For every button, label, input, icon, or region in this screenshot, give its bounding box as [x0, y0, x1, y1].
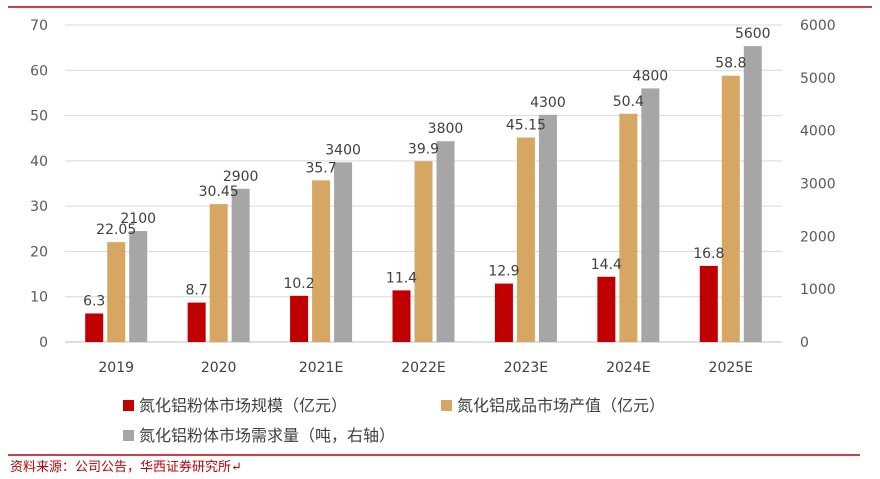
bar-product-value — [721, 75, 740, 342]
bar-powder-market — [85, 313, 104, 342]
left-axis-tick-label: 10 — [30, 290, 48, 306]
left-axis-ticks: 0 10 20 30 40 50 60 70 — [30, 18, 48, 351]
category-label: 2019 — [98, 360, 134, 376]
bar-product-value — [516, 137, 535, 342]
bars-group — [85, 46, 762, 343]
legend-label-product-value: 氮化铝成品市场产值（亿元） — [457, 396, 665, 415]
bar-powder-market — [699, 265, 718, 342]
data-label: 35.7 — [305, 160, 336, 176]
left-axis-tick-label: 20 — [30, 244, 48, 260]
category-label: 2024E — [606, 360, 650, 376]
bar-powder-market — [597, 276, 616, 342]
bar-product-value — [312, 180, 331, 342]
data-label: 2100 — [120, 211, 156, 227]
right-axis-ticks: 0 1000 2000 3000 4000 5000 6000 — [800, 18, 836, 351]
category-label: 2021E — [299, 360, 343, 376]
data-label: 39.9 — [408, 141, 439, 157]
bar-powder-market — [290, 295, 309, 342]
bar-powder-demand — [641, 88, 660, 343]
bar-powder-market — [187, 302, 206, 342]
right-axis-tick-label: 5000 — [800, 71, 836, 87]
right-axis-tick-label: 0 — [800, 335, 809, 351]
bar-powder-demand — [334, 162, 353, 342]
data-label: 11.4 — [386, 270, 417, 286]
legend-swatch-powder-demand — [123, 430, 134, 441]
bar-powder-demand — [743, 46, 762, 343]
left-axis-tick-label: 60 — [30, 63, 48, 79]
right-axis-tick-label: 3000 — [800, 177, 836, 193]
left-axis-tick-label: 70 — [30, 18, 48, 34]
data-label: 12.9 — [488, 264, 519, 280]
bar-product-value — [107, 242, 126, 342]
bar-product-value — [209, 204, 228, 342]
bar-powder-demand — [538, 114, 557, 342]
data-label: 14.4 — [591, 257, 622, 273]
legend-swatch-product-value — [441, 400, 452, 411]
data-label: 16.8 — [693, 246, 724, 262]
category-label: 2020 — [201, 360, 237, 376]
legend-label-powder-demand: 氮化铝粉体市场需求量（吨，右轴） — [139, 426, 395, 445]
legend: 氮化铝粉体市场规模（亿元） 氮化铝成品市场产值（亿元） 氮化铝粉体市场需求量（吨… — [123, 396, 665, 445]
data-label: 4300 — [530, 95, 566, 111]
legend-label-powder-market: 氮化铝粉体市场规模（亿元） — [139, 396, 347, 415]
left-axis-tick-label: 30 — [30, 199, 48, 215]
bar-product-value — [414, 161, 433, 342]
right-axis-tick-label: 4000 — [800, 124, 836, 140]
data-label: 22.05 — [96, 222, 136, 238]
left-axis-tick-label: 50 — [30, 109, 48, 125]
data-label: 58.8 — [715, 56, 746, 72]
bar-powder-market — [392, 290, 411, 342]
data-label: 5600 — [735, 26, 771, 42]
bar-powder-demand — [436, 141, 455, 342]
legend-swatch-powder-market — [123, 400, 134, 411]
data-label: 3400 — [325, 142, 361, 158]
category-label: 2023E — [504, 360, 548, 376]
data-label: 45.15 — [506, 118, 546, 134]
data-label: 30.45 — [199, 184, 239, 200]
bar-powder-market — [494, 283, 513, 342]
left-axis-tick-label: 0 — [39, 335, 48, 351]
bar-powder-demand — [129, 231, 148, 342]
data-label: 2900 — [223, 169, 259, 185]
data-label: 10.2 — [283, 276, 314, 292]
right-axis-tick-label: 1000 — [800, 282, 836, 298]
bar-powder-demand — [231, 188, 250, 342]
right-axis-tick-label: 2000 — [800, 229, 836, 245]
data-label: 3800 — [428, 121, 464, 137]
source-note: 资料来源：公司公告，华西证券研究所↵ — [10, 459, 242, 475]
bar-product-value — [619, 113, 638, 342]
category-label: 2025E — [709, 360, 753, 376]
left-axis-tick-label: 40 — [30, 154, 48, 170]
data-label: 8.7 — [186, 283, 208, 299]
category-label: 2022E — [401, 360, 445, 376]
category-labels-group: 2019 2020 2021E 2022E 2023E 2024E 2025E — [98, 360, 753, 376]
right-axis-tick-label: 6000 — [800, 18, 836, 34]
data-label: 4800 — [633, 68, 669, 84]
data-label: 50.4 — [613, 94, 644, 110]
data-label: 6.3 — [83, 293, 105, 309]
